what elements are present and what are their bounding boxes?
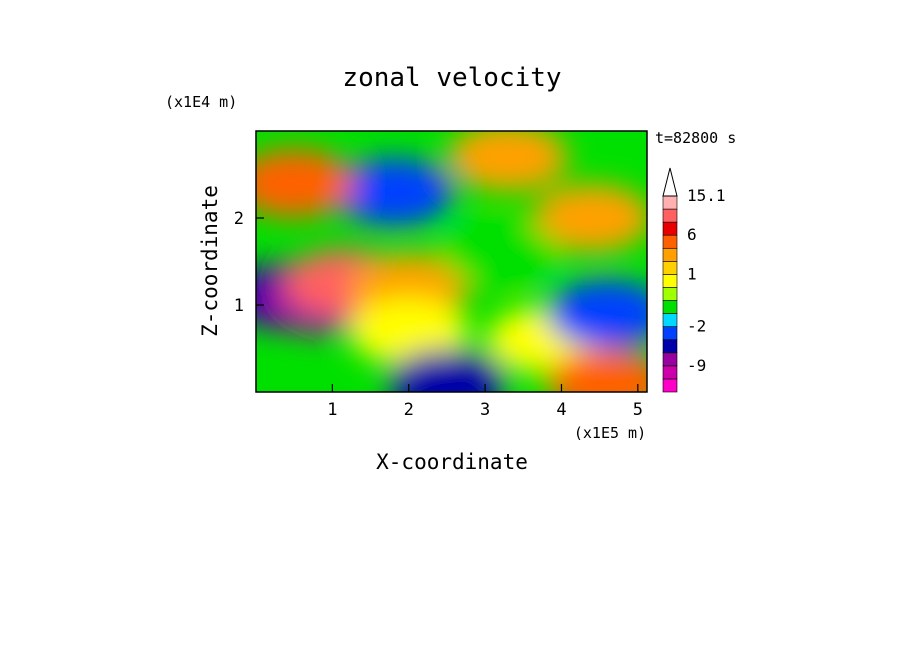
colorbar-swatch-0 bbox=[662, 378, 678, 393]
colorbar-swatch-2 bbox=[662, 352, 678, 367]
x-unit-label: (x1E5 m) bbox=[574, 424, 646, 442]
x-tick-label-0: 1 bbox=[327, 400, 337, 420]
colorbar-label-3: -2 bbox=[687, 317, 706, 336]
plot-area bbox=[256, 131, 647, 392]
colorbar-swatch-10 bbox=[662, 247, 678, 262]
x-tick-label-1: 2 bbox=[404, 400, 414, 420]
y-tick-label-0: 1 bbox=[234, 296, 244, 316]
colorbar-swatch-3 bbox=[662, 339, 678, 354]
colorbar-swatch-13 bbox=[662, 208, 678, 223]
colorbar-swatch-1 bbox=[662, 365, 678, 380]
colorbar-swatch-5 bbox=[662, 313, 678, 327]
colorbar-swatch-4 bbox=[662, 326, 678, 341]
y-tick-label-1: 2 bbox=[234, 209, 244, 229]
colorbar-arrow bbox=[662, 167, 678, 197]
colorbar-label-2: 1 bbox=[687, 264, 697, 283]
velocity-field bbox=[256, 131, 647, 392]
y-unit-label: (x1E4 m) bbox=[165, 93, 237, 111]
field-feature-12 bbox=[256, 149, 355, 218]
colorbar-swatch-14 bbox=[662, 195, 678, 210]
time-label: t=82800 s bbox=[655, 129, 736, 147]
x-axis: 1 2 3 4 5 bbox=[327, 384, 643, 420]
field-feature-8 bbox=[532, 184, 647, 252]
field-feature-9 bbox=[440, 218, 561, 287]
colorbar-swatch-11 bbox=[662, 234, 678, 249]
colorbar-swatch-7 bbox=[662, 287, 678, 301]
y-axis-label: Z-coordinate bbox=[198, 185, 222, 337]
colorbar-label-0: 15.1 bbox=[687, 186, 726, 205]
field-feature-4 bbox=[348, 297, 469, 366]
chart-title: zonal velocity bbox=[342, 63, 561, 93]
colorbar-swatch-8 bbox=[662, 274, 678, 288]
field-feature-5 bbox=[333, 157, 454, 226]
colorbar-swatch-9 bbox=[662, 261, 678, 275]
field-feature-10 bbox=[386, 349, 507, 392]
x-tick-label-3: 4 bbox=[556, 400, 566, 420]
colorbar-label-1: 6 bbox=[687, 225, 697, 244]
x-axis-label: X-coordinate bbox=[376, 450, 528, 474]
field-feature-11 bbox=[547, 349, 647, 392]
colorbar-swatch-6 bbox=[662, 300, 678, 314]
y-axis: 12 bbox=[234, 209, 264, 316]
plot-frame bbox=[255, 130, 648, 393]
x-tick-label-4: 5 bbox=[633, 400, 643, 420]
colorbar-label-4: -9 bbox=[687, 356, 706, 375]
colorbar-swatch-12 bbox=[662, 221, 678, 236]
field-feature-7 bbox=[547, 279, 647, 348]
colorbar: 15.1 6 1 -2 -9 bbox=[662, 167, 726, 393]
field-feature-13 bbox=[448, 131, 568, 192]
x-tick-label-2: 3 bbox=[480, 400, 490, 420]
